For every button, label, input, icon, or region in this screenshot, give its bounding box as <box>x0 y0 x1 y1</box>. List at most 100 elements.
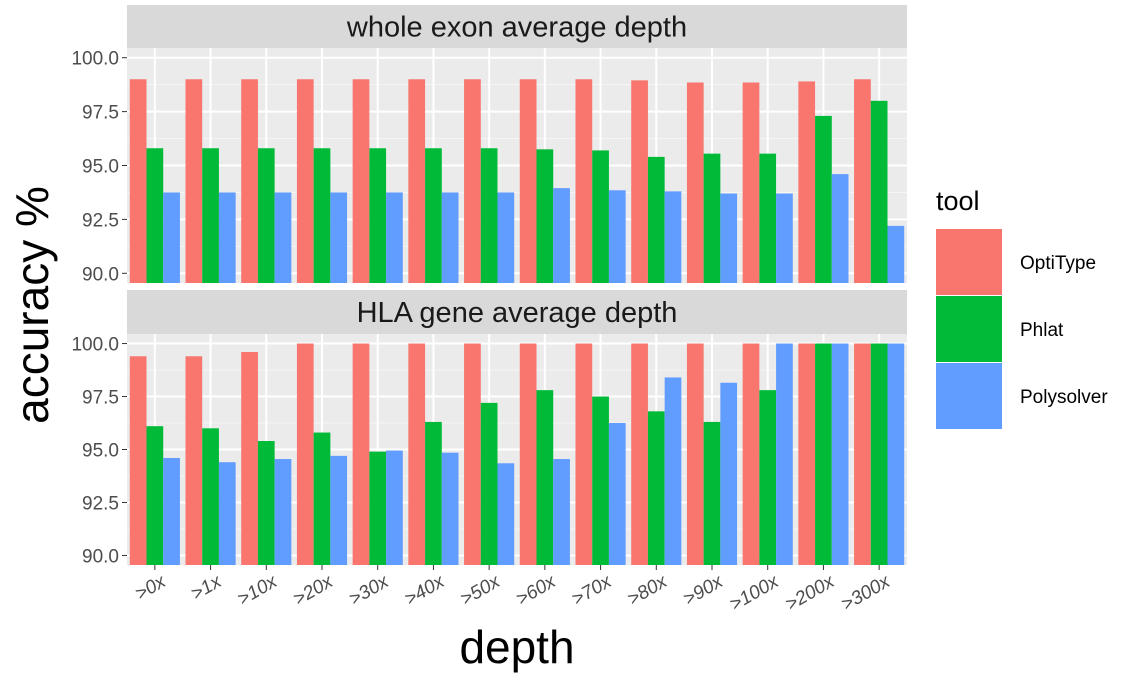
panel-title: HLA gene average depth <box>357 297 678 329</box>
x-tick-label: >10x <box>234 570 282 610</box>
x-tick-label: >200x <box>782 570 839 615</box>
bar-optitype-8 <box>519 343 537 565</box>
bar-optitype-2 <box>185 79 203 283</box>
bar-polysolver-12 <box>776 343 793 565</box>
bar-optitype-11 <box>686 82 704 283</box>
bar-optitype-5 <box>352 79 370 283</box>
bar-phlat-9 <box>592 150 609 283</box>
bar-optitype-13 <box>798 81 816 283</box>
bar-optitype-1 <box>129 79 147 283</box>
y-tick-label: 95.0 <box>82 157 119 178</box>
bar-polysolver-13 <box>831 343 849 565</box>
bar-polysolver-5 <box>386 450 403 565</box>
bar-phlat-4 <box>313 432 331 565</box>
legend-key-polysolver <box>936 363 1002 429</box>
bar-polysolver-10 <box>664 377 682 565</box>
bar-optitype-1 <box>129 356 147 565</box>
x-axis-title: depth <box>459 621 574 673</box>
bar-optitype-6 <box>408 343 426 565</box>
bar-polysolver-4 <box>330 192 348 283</box>
panel-title: whole exon average depth <box>346 12 687 44</box>
bar-polysolver-13 <box>831 174 849 283</box>
bar-polysolver-2 <box>218 192 236 283</box>
bar-phlat-2 <box>202 148 219 283</box>
bar-phlat-5 <box>369 148 387 283</box>
y-tick-label: 100.0 <box>71 49 119 70</box>
bar-optitype-8 <box>519 79 537 283</box>
legend-key-optitype <box>936 229 1002 295</box>
bar-optitype-6 <box>408 79 426 283</box>
bar-polysolver-3 <box>274 459 292 565</box>
bar-optitype-2 <box>185 356 203 565</box>
chart-panels: whole exon average depth 90.0 92.5 95.0 97.5… <box>71 5 907 567</box>
bar-polysolver-11 <box>720 382 738 565</box>
bar-optitype-4 <box>296 343 314 565</box>
bar-polysolver-7 <box>497 463 515 565</box>
bar-phlat-6 <box>425 148 442 283</box>
legend-key-phlat <box>936 296 1002 362</box>
x-tick-label: >90x <box>680 570 728 610</box>
bar-polysolver-3 <box>274 192 292 283</box>
y-tick-label: 100.0 <box>71 335 119 356</box>
x-tick-label: >300x <box>838 570 895 615</box>
bar-phlat-10 <box>647 411 665 565</box>
y-tick-label: 97.5 <box>82 388 119 409</box>
bar-polysolver-14 <box>887 225 905 283</box>
bar-phlat-3 <box>257 441 275 565</box>
bar-phlat-1 <box>146 426 164 565</box>
legend: tool OptiType Phlat Polysolver <box>936 186 1108 429</box>
y-tick-label: 97.5 <box>82 103 119 124</box>
bar-polysolver-12 <box>776 193 793 283</box>
bar-optitype-11 <box>686 343 704 565</box>
x-tick-label: >30x <box>346 570 394 610</box>
x-tick-label: >80x <box>624 570 672 610</box>
bar-optitype-14 <box>854 343 871 565</box>
bar-phlat-7 <box>480 402 498 565</box>
bar-optitype-3 <box>241 352 258 565</box>
bar-phlat-13 <box>815 343 832 565</box>
bar-polysolver-9 <box>608 190 626 283</box>
bar-phlat-1 <box>146 148 164 283</box>
bar-polysolver-9 <box>608 423 626 565</box>
legend-label-phlat: Phlat <box>1020 320 1064 341</box>
bar-phlat-5 <box>369 451 387 565</box>
x-tick-label: >0x <box>132 570 171 605</box>
bar-optitype-7 <box>464 343 481 565</box>
y-tick-label: 90.0 <box>82 546 119 567</box>
bar-optitype-9 <box>575 343 593 565</box>
bar-polysolver-1 <box>163 192 180 283</box>
bar-phlat-13 <box>815 115 832 283</box>
bar-optitype-13 <box>798 343 816 565</box>
legend-title: tool <box>936 186 980 216</box>
bar-phlat-12 <box>759 153 777 283</box>
legend-label-optitype: OptiType <box>1020 253 1096 274</box>
legend-label-polysolver: Polysolver <box>1020 387 1108 408</box>
y-tick-label: 90.0 <box>82 264 119 285</box>
x-tick-label: >50x <box>457 570 505 610</box>
x-tick-label: >100x <box>726 570 783 615</box>
bar-phlat-7 <box>480 148 498 283</box>
bar-phlat-14 <box>870 343 888 565</box>
bar-optitype-12 <box>742 343 760 565</box>
bar-optitype-5 <box>352 343 370 565</box>
bar-optitype-10 <box>631 343 648 565</box>
bar-polysolver-6 <box>441 192 459 283</box>
bar-polysolver-8 <box>553 188 570 283</box>
bar-polysolver-4 <box>330 455 348 565</box>
bar-optitype-4 <box>296 79 314 283</box>
panel-strip <box>127 290 907 334</box>
x-tick-label: >60x <box>513 570 561 610</box>
x-axis-ticks: >0x >1x >10x >20x >30x >40x >50x >60x >70x >80x >9… <box>132 565 895 615</box>
bar-optitype-14 <box>854 79 871 283</box>
bar-phlat-9 <box>592 396 609 565</box>
bar-phlat-12 <box>759 390 777 565</box>
bar-polysolver-8 <box>553 459 570 565</box>
bar-polysolver-14 <box>887 343 905 565</box>
bar-phlat-3 <box>257 148 275 283</box>
bar-polysolver-5 <box>386 192 403 283</box>
bar-phlat-8 <box>536 149 554 283</box>
bar-phlat-2 <box>202 428 219 565</box>
y-tick-label: 92.5 <box>82 493 119 514</box>
y-tick-label: 95.0 <box>82 441 119 462</box>
x-tick-label: >40x <box>401 570 449 610</box>
